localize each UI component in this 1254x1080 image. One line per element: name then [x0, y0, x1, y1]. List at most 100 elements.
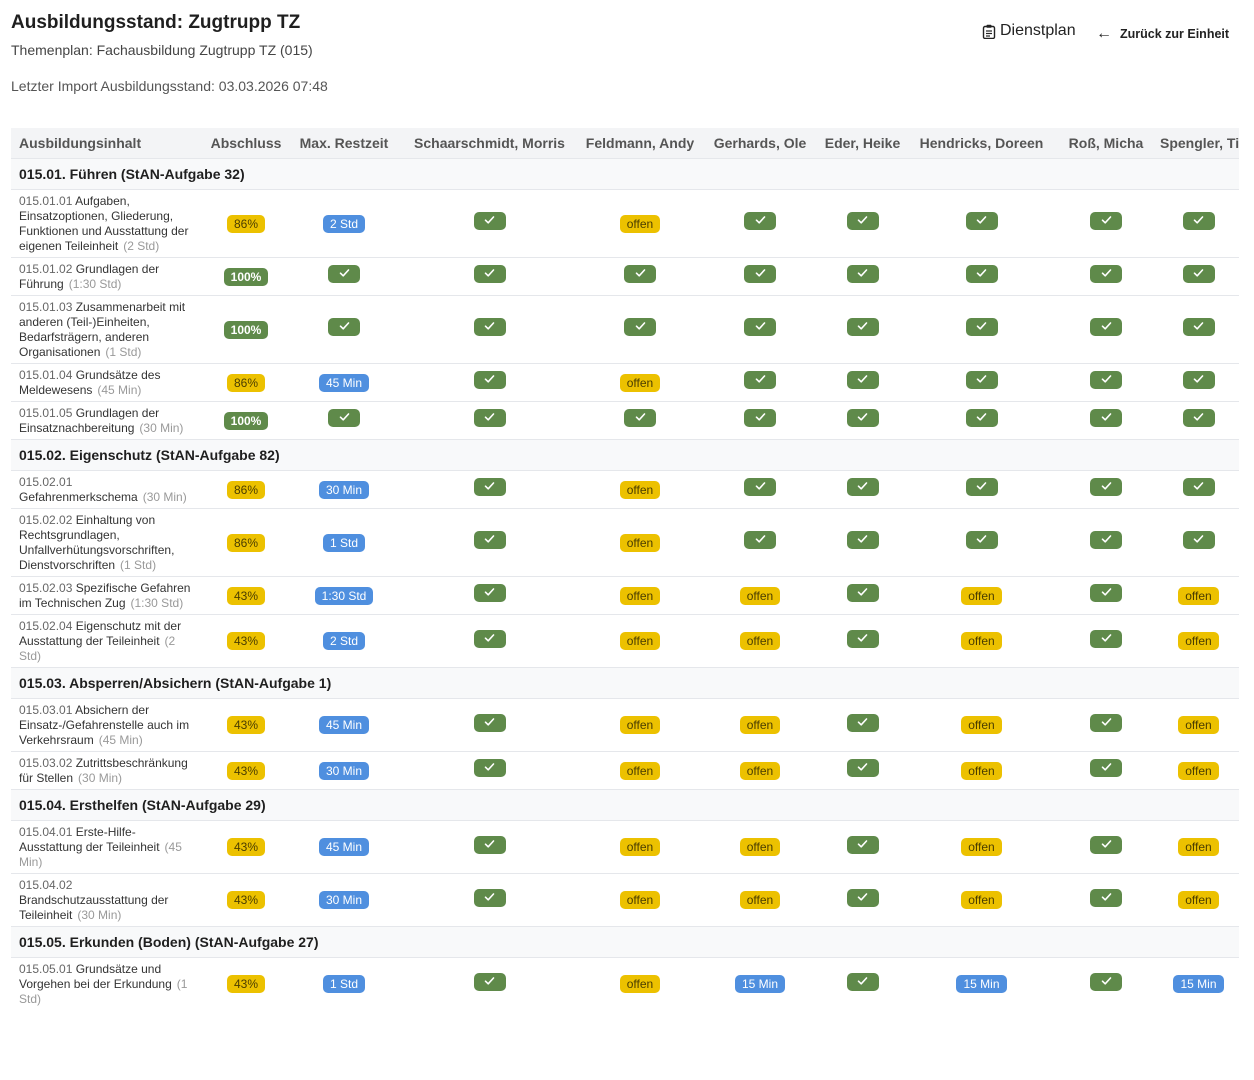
- column-header: Spengler, Till: [1158, 128, 1239, 159]
- completion-cell: 86%: [207, 508, 285, 577]
- table-row: 015.04.01 Erste-Hilfe-Ausstattung der Te…: [11, 820, 1239, 874]
- person-status-cell: [403, 820, 576, 874]
- check-icon: [846, 584, 879, 602]
- back-to-unit-link[interactable]: ← Zurück zur Einheit: [1096, 26, 1229, 42]
- check-icon: [473, 318, 506, 336]
- status-open-badge: offen: [961, 838, 1002, 856]
- check-icon: [1090, 629, 1122, 648]
- person-status-cell: [1158, 363, 1239, 402]
- person-status-cell: offen: [704, 873, 816, 927]
- person-status-cell: [1054, 257, 1158, 296]
- check-icon: [473, 972, 506, 991]
- person-status-cell: offen: [704, 614, 816, 668]
- status-open-badge: offen: [1178, 761, 1219, 780]
- person-status-cell: [909, 508, 1054, 577]
- person-status-cell: [704, 189, 816, 258]
- person-status-cell: [403, 576, 576, 615]
- group-title: 015.02. Eigenschutz (StAN-Aufgabe 82): [11, 439, 1239, 471]
- completion-cell: 86%: [207, 189, 285, 258]
- check-icon: [846, 478, 879, 496]
- status-open-badge: offen: [1178, 716, 1219, 734]
- person-status-cell: offen: [576, 508, 704, 577]
- check-icon: [1182, 318, 1215, 336]
- completion-cell: 43%: [207, 751, 285, 790]
- completion-cell: 100%: [207, 257, 285, 296]
- completion-badge: 43%: [226, 975, 266, 993]
- person-status-cell: offen: [576, 614, 704, 668]
- person-status-cell: 15 Min: [909, 957, 1054, 1010]
- check-icon: [473, 212, 506, 230]
- table-row: 015.05.01 Grundsätze und Vorgehen bei de…: [11, 957, 1239, 1010]
- person-status-cell: offen: [704, 820, 816, 874]
- person-status-cell: [816, 295, 909, 364]
- group-row: 015.03. Absperren/Absichern (StAN-Aufgab…: [11, 667, 1239, 699]
- person-status-cell: [1054, 295, 1158, 364]
- person-status-cell: [704, 295, 816, 364]
- remaining-time-badge: 30 Min: [318, 891, 370, 909]
- content-code: 015.01.04: [19, 368, 73, 382]
- group-title: 015.05. Erkunden (Boden) (StAN-Aufgabe 2…: [11, 926, 1239, 958]
- column-header: Hendricks, Doreen: [909, 128, 1054, 159]
- dienstplan-link[interactable]: Dienstplan: [982, 22, 1076, 40]
- content-code: 015.01.05: [19, 406, 73, 420]
- person-status-cell: [1158, 470, 1239, 509]
- content-name: Grundsätze des Meldewesens: [19, 368, 161, 397]
- completion-cell: 43%: [207, 873, 285, 927]
- content-name: Eigenschutz mit der Ausstattung der Teil…: [19, 619, 182, 648]
- table-row: 015.03.01 Absichern der Einsatz-/Gefahre…: [11, 698, 1239, 752]
- status-open-badge: offen: [739, 632, 781, 650]
- remaining-time-badge: 15 Min: [956, 975, 1007, 993]
- person-status-cell: [704, 401, 816, 440]
- status-open-badge: offen: [961, 891, 1002, 909]
- status-open-badge: offen: [961, 586, 1002, 605]
- status-open-badge: offen: [619, 716, 661, 734]
- column-header: Roß, Micha: [1054, 128, 1158, 159]
- person-status-cell: [909, 401, 1054, 440]
- check-icon: [1090, 888, 1122, 907]
- person-status-cell: [1054, 189, 1158, 258]
- remaining-time-cell: 30 Min: [285, 873, 403, 927]
- check-icon: [1090, 478, 1122, 496]
- person-status-cell: [816, 470, 909, 509]
- person-status-cell: [1054, 751, 1158, 790]
- person-status-cell: [403, 295, 576, 364]
- column-header: Ausbildungsinhalt: [11, 128, 207, 159]
- check-icon: [846, 212, 879, 230]
- content-name: Grundsätze und Vorgehen bei der Erkundun…: [19, 962, 172, 991]
- content-code: 015.02.03: [19, 581, 73, 595]
- content-code: 015.04.01: [19, 825, 73, 839]
- page-header: Ausbildungsstand: Zugtrupp TZ Themenplan…: [0, 0, 1254, 128]
- completion-cell: 100%: [207, 401, 285, 440]
- completion-cell: 43%: [207, 957, 285, 1010]
- status-open-badge: offen: [961, 716, 1002, 734]
- content-duration: (1 Std): [120, 558, 157, 572]
- check-icon: [1090, 972, 1122, 991]
- content-duration: (45 Min): [98, 733, 143, 747]
- content-name: Spezifische Gefahren im Technischen Zug: [19, 581, 191, 610]
- completion-badge: 100%: [223, 267, 269, 286]
- check-icon: [1090, 759, 1122, 777]
- person-status-cell: [403, 257, 576, 296]
- training-content-cell: 015.01.04 Grundsätze des Meldewesens (45 …: [11, 363, 207, 402]
- person-status-cell: offen: [1158, 576, 1239, 615]
- person-status-cell: [403, 508, 576, 577]
- person-status-cell: offen: [576, 470, 704, 509]
- table-row: 015.01.01 Aufgaben, Einsatzoptionen, Gli…: [11, 189, 1239, 258]
- remaining-time-badge: 45 Min: [318, 373, 370, 392]
- training-content-cell: 015.01.01 Aufgaben, Einsatzoptionen, Gli…: [11, 189, 207, 258]
- check-icon: [473, 759, 506, 777]
- back-label: Zurück zur Einheit: [1120, 27, 1230, 41]
- content-code: 015.02.01: [19, 475, 73, 489]
- person-status-cell: offen: [909, 751, 1054, 790]
- person-status-cell: offen: [909, 698, 1054, 752]
- check-icon: [1182, 265, 1215, 283]
- dienstplan-label: Dienstplan: [1000, 22, 1076, 39]
- check-icon: [846, 759, 879, 777]
- person-status-cell: [576, 401, 704, 440]
- person-status-cell: [816, 698, 909, 752]
- remaining-time-badge: 45 Min: [318, 716, 370, 734]
- training-content-cell: 015.02.02 Einhaltung von Rechtsgrundlage…: [11, 508, 207, 577]
- check-icon: [744, 318, 776, 336]
- person-status-cell: [1054, 957, 1158, 1010]
- check-icon: [846, 972, 879, 991]
